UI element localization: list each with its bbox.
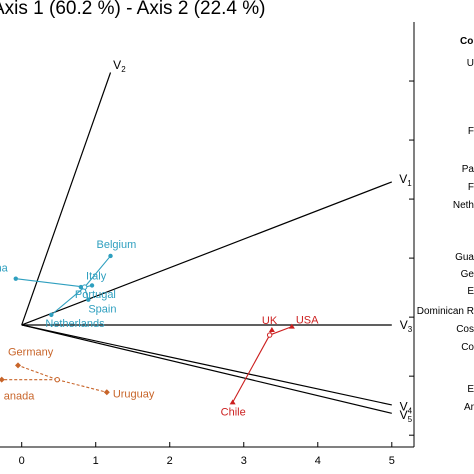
data-point — [108, 253, 113, 259]
point-label: Portugal — [75, 289, 116, 301]
legend-entry: F — [468, 182, 474, 193]
legend-entry: Co — [461, 342, 474, 353]
data-point — [49, 312, 54, 318]
group-link — [84, 255, 111, 288]
legend-entry: Dominican R — [417, 306, 474, 317]
group-red: UK USA Chile — [221, 315, 319, 419]
x-tick-label: 2 — [167, 455, 173, 467]
data-point — [268, 327, 275, 333]
data-point — [89, 283, 95, 288]
legend-entry: E — [467, 384, 474, 395]
data-point — [78, 284, 84, 290]
legend-entry: U — [467, 58, 474, 69]
group-link — [57, 379, 107, 393]
point-label: Uruguay — [113, 388, 155, 400]
vector-line — [21, 324, 392, 406]
plot-frame — [0, 22, 415, 448]
x-axis-ticks: 0 1 2 3 4 5 — [19, 442, 395, 467]
legend-entry: Pa — [462, 164, 474, 175]
vector-line — [21, 324, 392, 414]
data-point — [13, 276, 18, 281]
vector-label: V2 — [113, 58, 126, 74]
country-groups: Belgium Panama Italy Portugal Spain Netherlan… — [0, 239, 319, 418]
group-link — [50, 286, 85, 316]
x-tick-label: 0 — [19, 455, 25, 467]
legend-entry: F — [468, 126, 474, 137]
legend-entry: Gua — [455, 252, 474, 263]
point-label: Chile — [221, 406, 246, 418]
point-label: Netherlands — [45, 318, 105, 330]
data-point — [229, 399, 236, 405]
group-link — [15, 278, 85, 288]
vector-label: V5 — [400, 408, 413, 424]
point-label: Belgium — [97, 239, 137, 251]
x-tick-label: 1 — [93, 455, 99, 467]
group-orange: Germany anada Uruguay — [0, 346, 155, 403]
group-centroid — [266, 332, 273, 338]
x-tick-label: 5 — [389, 455, 395, 467]
point-label: anada — [4, 391, 35, 403]
vector-line — [21, 181, 393, 326]
legend-items: U F Pa F Neth Gua Ge E Dominican R Cos Co E Ar — [417, 58, 474, 413]
point-label: USA — [296, 315, 319, 327]
data-point — [288, 323, 295, 329]
point-label: Germany — [8, 346, 54, 358]
point-label: Italy — [86, 270, 107, 282]
x-tick-label: 4 — [315, 455, 321, 467]
legend: Co U F Pa F Neth Gua Ge E Dominican R Cos Co E Ar — [417, 36, 474, 413]
group-link — [17, 364, 58, 381]
group-blue: Belgium Panama Italy Portugal Spain Netherlan… — [0, 239, 136, 330]
vector-label: V4 — [400, 400, 413, 416]
vector-label: V3 — [400, 318, 413, 334]
legend-entry: E — [467, 286, 474, 297]
legend-entry: Ar — [464, 402, 474, 413]
point-label: UK — [262, 315, 278, 327]
group-link — [232, 334, 271, 403]
group-centroid — [54, 376, 60, 383]
data-point — [0, 376, 5, 383]
point-label: Spain — [88, 304, 116, 316]
chart-title: Axis 1 (60.2 %) - Axis 2 (22.4 %) — [0, 0, 266, 19]
group-centroid — [81, 284, 88, 290]
group-link — [269, 326, 293, 336]
legend-entry: Ge — [461, 269, 474, 280]
x-tick-label: 3 — [241, 455, 247, 467]
point-label: Panama — [0, 263, 9, 275]
legend-title: Co — [460, 36, 473, 47]
data-point — [86, 297, 91, 302]
vector-label: V1 — [399, 172, 412, 188]
legend-entry: Cos — [456, 324, 474, 335]
data-point — [15, 362, 22, 369]
vector-line — [21, 72, 112, 326]
legend-entry: Neth — [453, 200, 474, 211]
data-point — [103, 389, 110, 396]
